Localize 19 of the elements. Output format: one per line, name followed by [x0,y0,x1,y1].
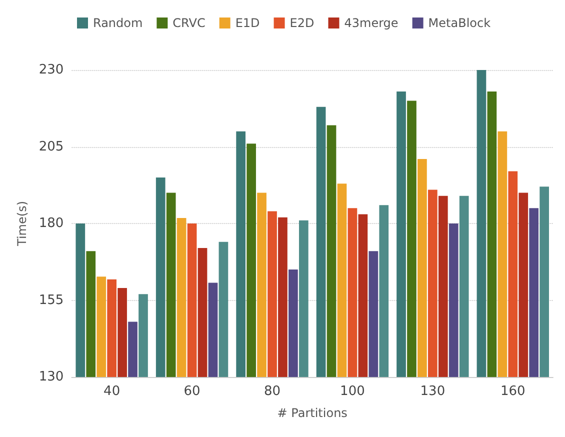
x-tick-label: 130 [420,384,446,399]
legend-label: 43merge [344,16,398,30]
legend-label: MetaBlock [428,16,491,30]
x-tick-label: 160 [500,384,526,399]
x-axis-title: # Partitions [277,406,348,420]
y-axis-title: Time(s) [15,201,29,247]
x-tick-label: 100 [340,384,365,399]
y-tick-label: 155 [38,292,64,308]
legend-label: CRVC [172,16,206,30]
y-tick-label: 130 [38,370,64,384]
legend-label: E1D [235,16,260,30]
y-tick-label: 180 [38,216,64,231]
x-tick-label: 80 [264,384,281,399]
y-tick-label: 205 [38,139,64,154]
x-tick-label: 40 [104,384,120,399]
x-tick-label: 60 [184,384,200,399]
legend-label: Random [93,16,143,30]
y-tick-label: 230 [38,62,64,78]
legend-label: E2D [290,16,314,30]
